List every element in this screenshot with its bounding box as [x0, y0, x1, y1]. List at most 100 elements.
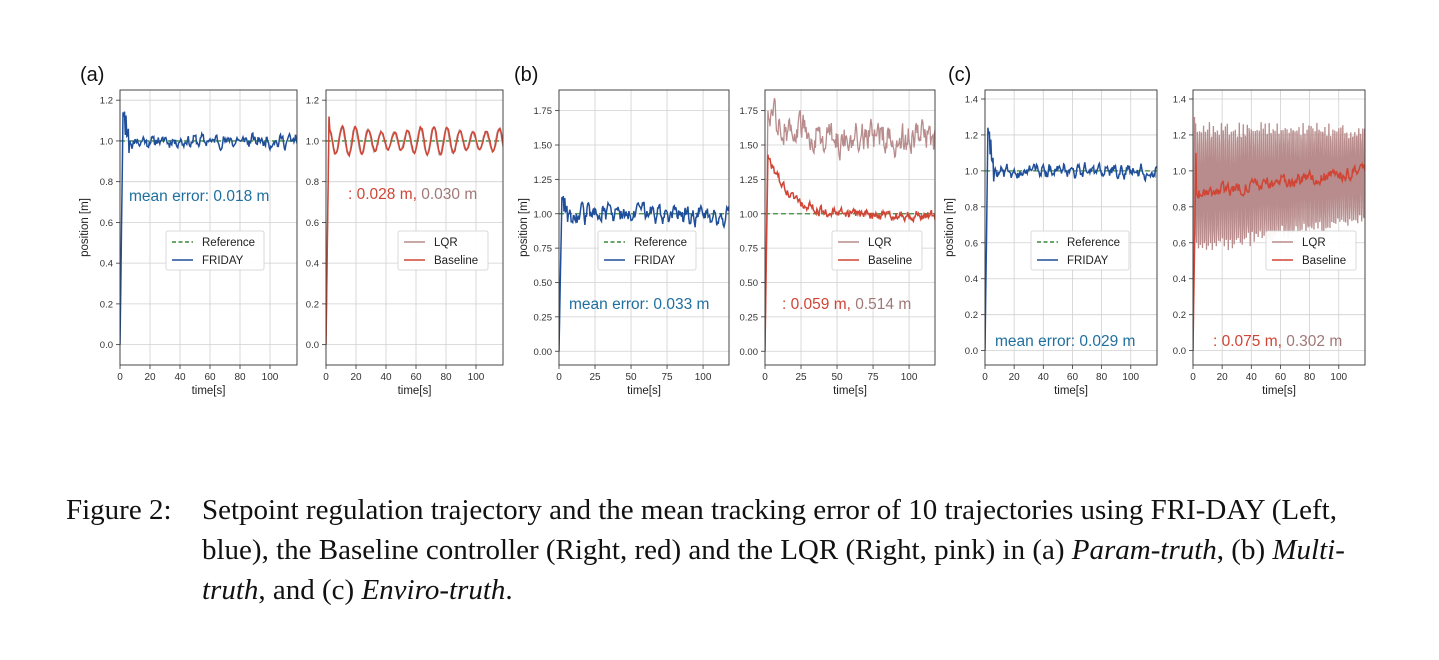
- legend-baseline-label: Baseline: [868, 255, 912, 267]
- caption-number: Figure 2:: [66, 494, 172, 526]
- y-tick-label: 0.4: [306, 259, 319, 270]
- plot-frame: [119, 89, 298, 366]
- x-axis-label: time[s]: [398, 385, 432, 397]
- legend-baseline-label: Baseline: [1302, 255, 1346, 267]
- y-tick-label: 1.2: [306, 96, 319, 107]
- legend-reference-label: Reference: [634, 237, 687, 249]
- chart-5: 0 20 40 60 80 100 0.0 0.2 0.4 0.6 0.8 1.0 1.2 1.4 time…: [1173, 89, 1366, 397]
- x-tick-label: 60: [1067, 372, 1079, 383]
- x-axis-label: time[s]: [192, 385, 226, 397]
- x-tick-label: 40: [174, 372, 186, 383]
- x-tick-label: 80: [1304, 372, 1316, 383]
- y-tick-label: 0.0: [306, 340, 319, 351]
- annotation-baseline-error: 0.059 m,: [791, 296, 851, 313]
- x-tick-label: 60: [204, 372, 216, 383]
- x-tick-label: 50: [831, 372, 843, 383]
- y-axis-label: position [m]: [518, 198, 530, 257]
- y-tick-label: 1.75: [740, 106, 759, 117]
- annotation-baseline-error: 0.028 m,: [357, 186, 417, 203]
- plot-frame: [325, 89, 504, 366]
- x-tick-label: 0: [556, 372, 562, 383]
- y-tick-label: 1.75: [534, 106, 553, 117]
- x-tick-label: 25: [795, 372, 807, 383]
- chart-1: 0 20 40 60 80 100 0.0 0.2 0.4 0.6 0.8 1.0 1.2 time[s]…: [306, 89, 504, 397]
- legend-lqr-label: LQR: [434, 237, 458, 249]
- y-tick-label: 1.4: [1173, 94, 1186, 105]
- panel-label-c: (c): [948, 64, 972, 86]
- annotation-prefix: :: [782, 296, 791, 313]
- panel-label-b: (b): [514, 64, 539, 86]
- chart-0: 0 20 40 60 80 100 0.0 0.2 0.4 0.6 0.8 1.0 1.2 time[s]…: [79, 89, 298, 397]
- x-axis-label: time[s]: [1262, 385, 1296, 397]
- y-tick-label: 0.00: [740, 347, 759, 358]
- mean-error-annotation: mean error: 0.029 m: [995, 333, 1135, 350]
- legend-friday-label: FRIDAY: [634, 255, 676, 267]
- y-tick-label: 0.2: [965, 310, 978, 321]
- annotation-prefix: :: [1213, 333, 1222, 350]
- baseline-series-line: [1193, 152, 1365, 351]
- legend-baseline-label: Baseline: [434, 255, 478, 267]
- y-tick-label: 1.2: [1173, 130, 1186, 141]
- annotation-lqr-error: 0.030 m: [417, 186, 477, 203]
- x-tick-label: 20: [1217, 372, 1229, 383]
- x-tick-label: 20: [1009, 372, 1021, 383]
- y-tick-label: 1.0: [1173, 166, 1186, 177]
- legend-friday-label: FRIDAY: [1067, 255, 1109, 267]
- lqr-series-line: [765, 98, 935, 352]
- annotation-lqr-error: 0.302 m: [1282, 333, 1342, 350]
- x-tick-label: 60: [1275, 372, 1287, 383]
- mean-error-annotation: : 0.028 m, 0.030 m: [348, 186, 477, 203]
- y-tick-label: 1.2: [965, 130, 978, 141]
- y-tick-label: 0.25: [740, 312, 759, 323]
- x-tick-label: 40: [1246, 372, 1258, 383]
- legend-reference-label: Reference: [202, 237, 255, 249]
- mean-error-annotation: : 0.059 m, 0.514 m: [782, 296, 911, 313]
- legend-friday-label: FRIDAY: [202, 255, 244, 267]
- x-tick-label: 50: [625, 372, 637, 383]
- x-axis-label: time[s]: [627, 385, 661, 397]
- mean-error-annotation: mean error: 0.033 m: [569, 296, 709, 313]
- x-tick-label: 0: [117, 372, 123, 383]
- x-tick-label: 75: [661, 372, 673, 383]
- y-tick-label: 0.8: [1173, 202, 1186, 213]
- x-tick-label: 80: [234, 372, 246, 383]
- x-tick-label: 60: [410, 372, 422, 383]
- y-tick-label: 0.50: [740, 278, 759, 289]
- x-tick-label: 40: [1038, 372, 1050, 383]
- caption-env-a: Param-truth: [1071, 534, 1217, 566]
- chart-2: 0 25 50 75 100 0.00 0.25 0.50 0.75 1.00 1.25 1.50 1.…: [518, 89, 730, 397]
- y-tick-label: 0.0: [1173, 346, 1186, 357]
- y-tick-label: 0.0: [100, 340, 113, 351]
- plot-area: [985, 90, 1157, 365]
- x-tick-label: 20: [144, 372, 156, 383]
- plot-area: [120, 90, 297, 365]
- y-tick-label: 0.2: [1173, 310, 1186, 321]
- y-tick-label: 0.6: [100, 218, 113, 229]
- chart-3: 0 25 50 75 100 0.00 0.25 0.50 0.75 1.00 1.25 1.50 1.…: [740, 89, 936, 397]
- y-tick-label: 1.50: [534, 141, 553, 152]
- x-tick-label: 100: [901, 372, 918, 383]
- y-tick-label: 1.50: [740, 141, 759, 152]
- x-axis-label: time[s]: [1054, 385, 1088, 397]
- x-axis-label: time[s]: [833, 385, 867, 397]
- annotation-prefix: :: [348, 186, 357, 203]
- legend: LQR Baseline: [397, 230, 489, 271]
- caption-text-4: .: [505, 574, 513, 606]
- y-tick-label: 0.50: [534, 278, 553, 289]
- y-tick-label: 0.25: [534, 312, 553, 323]
- y-tick-label: 1.4: [965, 94, 978, 105]
- plot-frame: [984, 89, 1158, 366]
- y-axis-label: position [m]: [79, 198, 91, 257]
- x-tick-label: 75: [867, 372, 879, 383]
- lqr-series-line: [1193, 116, 1365, 351]
- y-tick-label: 1.25: [534, 175, 553, 186]
- plot-area: [559, 90, 729, 365]
- legend: Reference FRIDAY: [1030, 230, 1130, 271]
- y-tick-label: 0.2: [100, 299, 113, 310]
- chart-4: 0 20 40 60 80 100 0.0 0.2 0.4 0.6 0.8 1.0 1.2 1.4 time…: [944, 89, 1158, 397]
- caption-env-c: Enviro-truth: [361, 574, 506, 606]
- y-tick-label: 0.75: [534, 244, 553, 255]
- plot-area: [326, 90, 503, 365]
- x-tick-label: 100: [1330, 372, 1347, 383]
- plot-frame: [764, 89, 936, 366]
